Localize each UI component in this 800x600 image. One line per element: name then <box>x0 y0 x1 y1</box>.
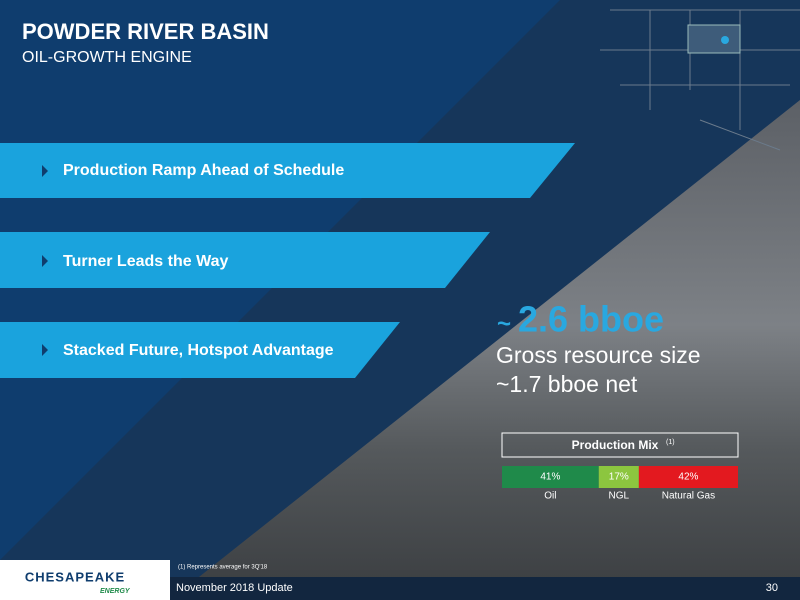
wyoming <box>687 24 741 54</box>
category-label: Oil <box>544 491 556 502</box>
location-pin <box>721 36 729 44</box>
segment-label: 41% <box>540 472 560 483</box>
note-marker: (1) <box>666 439 675 446</box>
segment-label: 42% <box>678 472 698 483</box>
category-label: Natural Gas <box>662 491 715 502</box>
subtitle: OIL-GROWTH ENGINE <box>22 49 192 66</box>
page-number: 30 <box>766 582 778 594</box>
banner <box>0 232 490 288</box>
headline: 2.6 bboe <box>518 299 664 340</box>
bullet-text: Production Ramp Ahead of Schedule <box>63 162 344 179</box>
mix-segment <box>638 466 738 488</box>
mix-segment <box>598 466 639 488</box>
banner <box>0 322 400 378</box>
footnote: (1) Represents average for 3Q'18 <box>178 565 268 571</box>
segment-label: 17% <box>609 472 629 483</box>
bullet-text: Stacked Future, Hotspot Advantage <box>63 342 334 359</box>
mix-title-box <box>501 432 739 458</box>
footer-bar <box>0 577 800 600</box>
tilde: ~ <box>497 310 511 337</box>
resource-line: ~1.7 bboe net <box>496 371 638 397</box>
logo-area <box>0 560 170 600</box>
bullet-arrow <box>42 165 48 177</box>
resource-line: Gross resource size <box>496 342 701 368</box>
title: POWDER RIVER BASIN <box>22 19 269 44</box>
logo: CHESAPEAKE <box>25 569 125 584</box>
mix-title: Production Mix <box>572 438 659 452</box>
category-label: NGL <box>609 491 630 502</box>
bullet-arrow <box>42 255 48 267</box>
footer-date: November 2018 Update <box>176 582 293 594</box>
mix-bar: 41% Oil 17% NGL 42% Natural Gas <box>502 466 738 502</box>
logo-sub: ENERGY <box>100 588 131 595</box>
banner <box>0 143 575 198</box>
bullet-text: Turner Leads the Way <box>63 253 228 270</box>
bullet-arrow <box>42 344 48 356</box>
mix-segment <box>502 466 599 488</box>
